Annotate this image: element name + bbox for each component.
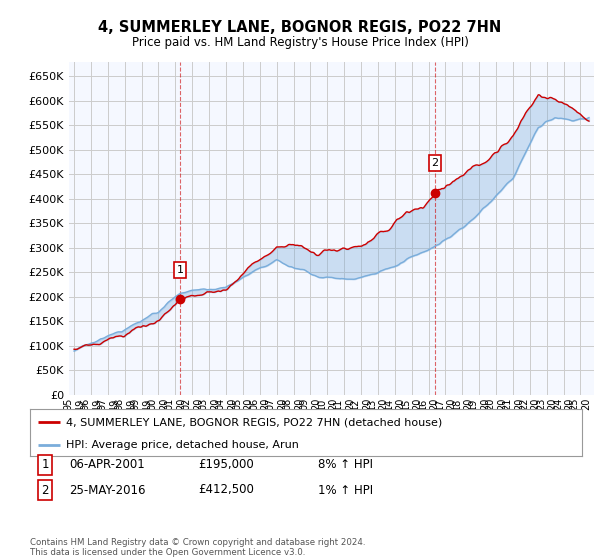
Text: £195,000: £195,000 [198,458,254,472]
Text: 1: 1 [41,458,49,472]
Text: 1% ↑ HPI: 1% ↑ HPI [318,483,373,497]
Text: HPI: Average price, detached house, Arun: HPI: Average price, detached house, Arun [66,440,299,450]
Text: 06-APR-2001: 06-APR-2001 [69,458,145,472]
Text: 2: 2 [431,158,439,168]
Text: 4, SUMMERLEY LANE, BOGNOR REGIS, PO22 7HN: 4, SUMMERLEY LANE, BOGNOR REGIS, PO22 7H… [98,20,502,35]
Text: Contains HM Land Registry data © Crown copyright and database right 2024.
This d: Contains HM Land Registry data © Crown c… [30,538,365,557]
Text: 25-MAY-2016: 25-MAY-2016 [69,483,146,497]
Text: 2: 2 [41,483,49,497]
Text: £412,500: £412,500 [198,483,254,497]
Text: Price paid vs. HM Land Registry's House Price Index (HPI): Price paid vs. HM Land Registry's House … [131,36,469,49]
Text: 4, SUMMERLEY LANE, BOGNOR REGIS, PO22 7HN (detached house): 4, SUMMERLEY LANE, BOGNOR REGIS, PO22 7H… [66,417,442,427]
Text: 8% ↑ HPI: 8% ↑ HPI [318,458,373,472]
Text: 1: 1 [176,265,184,275]
